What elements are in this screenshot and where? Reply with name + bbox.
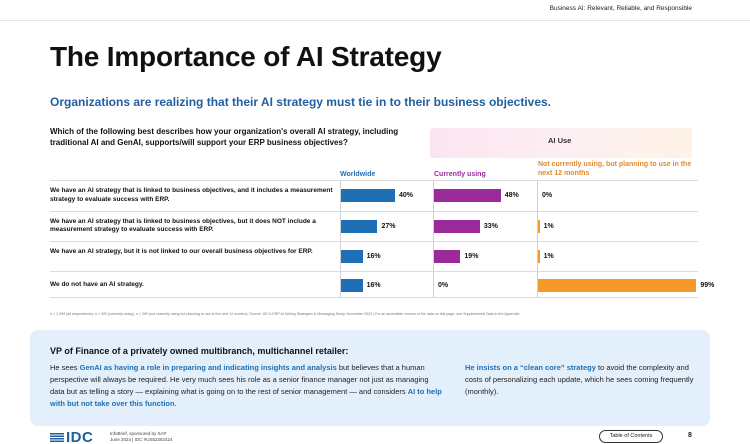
bar-currently-using-row-3 [434, 249, 461, 263]
row-divider [50, 211, 698, 212]
row-label-4: We do not have an AI strategy. [50, 281, 144, 289]
value-label-worldwide-row-2: 27% [381, 222, 396, 230]
table-of-contents-button[interactable]: Table of Contents [599, 430, 663, 443]
value-label-currently-using-row-3: 19% [464, 252, 479, 260]
panel-left-text: He sees GenAI as having a role in prepar… [50, 363, 442, 408]
row-label-1: We have an AI strategy that is linked to… [50, 187, 333, 203]
axis-line-currently-using [433, 180, 434, 297]
bar-worldwide-row-2 [341, 219, 378, 233]
row-divider [50, 271, 698, 272]
highlight-ai-help: AI to help with but not take over this f… [50, 387, 442, 408]
bar-planning-row-4 [538, 279, 697, 292]
ai-use-header-band [430, 128, 692, 158]
row-label-2: We have an AI strategy that is linked to… [50, 217, 316, 234]
value-label-planning-row-3: 1% [543, 252, 554, 260]
logo-stripes-icon [50, 432, 64, 443]
footer-meta: InfoBrief, sponsored by SAP June 2024 | … [110, 431, 173, 442]
bar-planning-row-3 [538, 249, 540, 263]
highlight-clean-core: He insists on a “clean core” strategy [465, 363, 596, 372]
bar-planning-row-2 [538, 219, 540, 233]
bar-worldwide-row-3 [341, 249, 363, 263]
row-divider [50, 241, 698, 242]
value-label-worldwide-row-3: 16% [366, 252, 381, 260]
highlight-genai-role: GenAI as having a role in preparing and … [79, 363, 337, 372]
value-label-planning-row-4: 99% [700, 282, 715, 289]
page-subtitle: Organizations are realizing that their A… [50, 95, 552, 109]
page-number: 8 [688, 432, 692, 439]
column-header-planning: Not currently using, but planning to use… [538, 161, 692, 177]
row-label-3: We have an AI strategy, but it is not li… [50, 247, 313, 255]
row-divider [50, 180, 698, 181]
panel-right-text: He insists on a “clean core” strategy to… [465, 363, 694, 396]
value-label-planning-row-1: 0% [542, 192, 553, 199]
survey-question: Which of the following best describes ho… [50, 127, 399, 147]
row-divider [50, 297, 698, 298]
column-header-worldwide: Worldwide [340, 171, 376, 178]
idc-logo: IDC [50, 429, 93, 444]
value-label-currently-using-row-2: 33% [483, 222, 498, 230]
value-label-currently-using-row-1: 48% [504, 192, 519, 199]
footnote: n = 1,399 (all respondents); n = 920 (cu… [50, 312, 521, 316]
value-label-worldwide-row-1: 40% [399, 192, 414, 199]
value-label-currently-using-row-4: 0% [438, 282, 449, 289]
header-divider [0, 20, 750, 21]
page-title: The Importance of AI Strategy [50, 41, 442, 72]
header-title: Business AI: Relevant, Reliable, and Res… [549, 5, 692, 12]
axis-line-planning [537, 180, 538, 297]
bar-currently-using-row-2 [434, 219, 480, 233]
value-label-worldwide-row-4: 16% [366, 282, 381, 289]
value-label-planning-row-2: 1% [543, 222, 554, 230]
ai-use-label: AI Use [548, 136, 572, 145]
panel-title: VP of Finance of a privately owned multi… [50, 346, 349, 356]
axis-line-worldwide [340, 180, 341, 297]
quote-panel [30, 330, 710, 426]
column-header-currently-using: Currently using [434, 171, 486, 178]
bar-worldwide-row-4 [341, 279, 363, 292]
bar-currently-using-row-1 [434, 189, 501, 202]
bar-worldwide-row-1 [341, 189, 395, 202]
